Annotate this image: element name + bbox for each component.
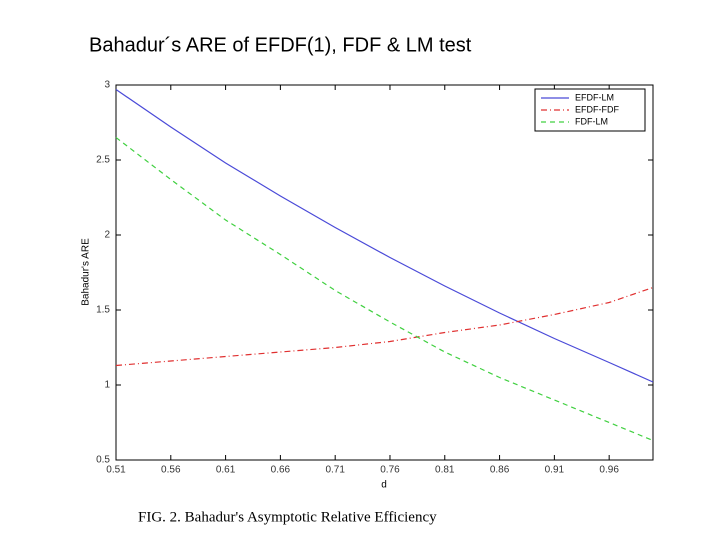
- series-line: [115, 137, 654, 442]
- y-tick-label: 2: [104, 230, 110, 241]
- y-tick-label: 1.5: [96, 305, 110, 316]
- x-tick-label: 0.76: [380, 465, 400, 476]
- figure-caption: FIG. 2. Bahadur's Asymptotic Relative Ef…: [138, 509, 437, 525]
- y-tick-label: 2.5: [96, 155, 110, 166]
- x-tick-label: 0.81: [435, 465, 455, 476]
- x-tick-label: 0.51: [106, 465, 126, 476]
- y-axis-label: Bahadur's ARE: [81, 238, 92, 306]
- legend-box: [534, 88, 646, 132]
- x-tick-label: 0.71: [325, 465, 345, 476]
- series-line: [115, 89, 654, 383]
- plot-frame: [115, 84, 654, 461]
- legend-label: FDF-LM: [575, 116, 608, 126]
- x-tick-label: 0.66: [271, 465, 291, 476]
- legend-label: EFDF-LM: [575, 92, 614, 102]
- legend-label: EFDF-FDF: [575, 104, 619, 114]
- x-tick-label: 0.56: [161, 465, 181, 476]
- x-tick-label: 0.91: [545, 465, 565, 476]
- x-tick-label: 0.96: [599, 465, 619, 476]
- x-tick-label: 0.61: [216, 465, 236, 476]
- y-tick-label: 1: [104, 380, 110, 391]
- y-tick-label: 3: [104, 80, 110, 91]
- series-line: [115, 286, 654, 367]
- slide-title: Bahadur´s ARE of EFDF(1), FDF & LM test: [89, 34, 472, 56]
- y-tick-label: 0.5: [96, 455, 110, 466]
- x-axis-label: d: [381, 480, 387, 491]
- x-tick-label: 0.86: [490, 465, 510, 476]
